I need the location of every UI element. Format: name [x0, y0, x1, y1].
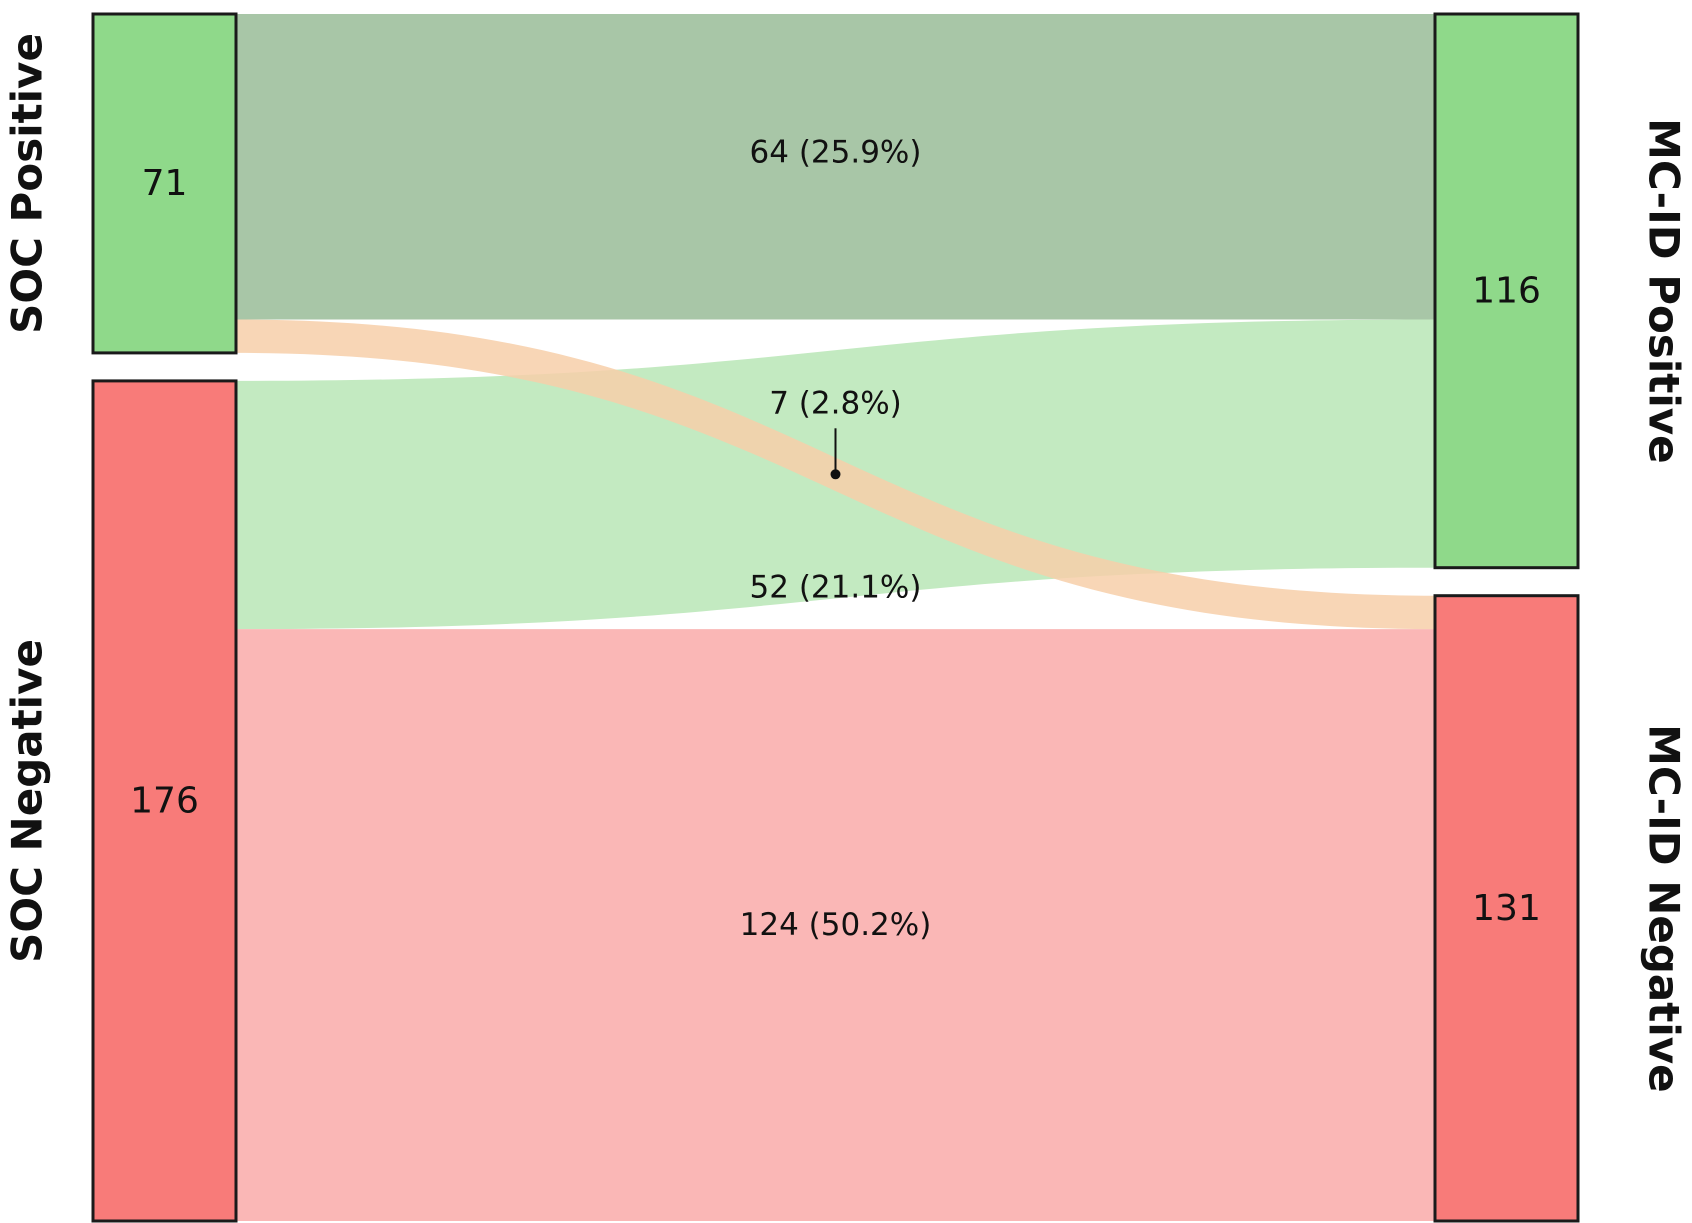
side-labels: SOC Positive SOC Negative MC-ID Positive…	[3, 33, 1689, 1093]
node-soc-negative	[91, 379, 238, 1223]
node-soc-positive	[91, 12, 238, 355]
flow-label-soc-positive-to-mcid-positive: 64 (25.9%)	[750, 135, 922, 171]
nodes	[91, 12, 1580, 1223]
node-value-soc-positive: 71	[142, 163, 188, 204]
node-values: 71 176 116 131	[130, 163, 1541, 929]
flow-label-leader-dot	[830, 469, 841, 480]
side-label-soc-negative: SOC Negative	[3, 639, 52, 963]
side-label-mcid-positive: MC-ID Positive	[1640, 118, 1689, 464]
flow-soc-negative-to-mcid-negative	[236, 629, 1435, 1221]
node-value-mcid-negative: 131	[1472, 888, 1541, 929]
side-label-mcid-negative: MC-ID Negative	[1640, 724, 1689, 1093]
flow-label-soc-positive-to-mcid-negative: 7 (2.8%)	[769, 385, 902, 421]
flow-label-soc-negative-to-mcid-negative: 124 (50.2%)	[740, 907, 932, 943]
node-value-soc-negative: 176	[130, 780, 199, 821]
node-value-mcid-positive: 116	[1472, 270, 1541, 311]
node-mcid-positive	[1433, 12, 1580, 570]
flows	[236, 14, 1435, 1221]
flow-label-soc-negative-to-mcid-positive: 52 (21.1%)	[750, 569, 922, 605]
flow-soc-positive-to-mcid-positive	[236, 14, 1435, 320]
side-label-soc-positive: SOC Positive	[3, 33, 52, 334]
flow-labels: 64 (25.9%) 7 (2.8%) 52 (21.1%) 124 (50.2…	[740, 135, 932, 943]
node-mcid-negative	[1433, 594, 1580, 1223]
